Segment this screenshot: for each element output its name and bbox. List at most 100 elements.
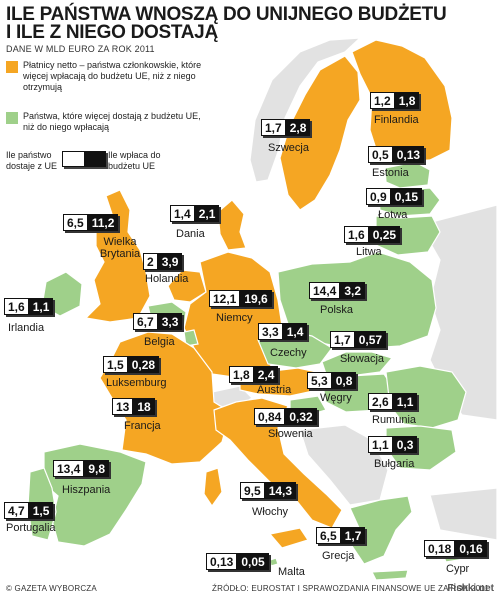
romania-values: 2,6 1,1 xyxy=(368,393,418,410)
netherlands-values: 2 3,9 xyxy=(143,253,183,270)
sardinia-shape xyxy=(203,467,223,508)
netherlands-name: Holandia xyxy=(145,273,189,285)
netherlands-receives: 2 xyxy=(143,253,158,270)
legend-example-left-text: Ile państwo dostaje z UE xyxy=(6,150,58,171)
bulgaria-receives: 1,1 xyxy=(368,436,393,453)
ireland-values: 1,6 1,1 xyxy=(4,298,54,315)
sweden-values: 1,7 2,8 xyxy=(261,119,311,136)
belgium-name: Belgia xyxy=(144,336,175,348)
cyprus-pays: 0,16 xyxy=(455,540,487,557)
denmark-receives: 1,4 xyxy=(170,205,195,222)
legend-net-receivers-text: Państwa, które więcej dostają z budżetu … xyxy=(23,111,201,132)
page-title-line2: I ILE Z NIEGO DOSTAJĄ xyxy=(6,22,218,43)
romania-pays: 1,1 xyxy=(392,393,418,410)
slovenia-receives: 0,84 xyxy=(254,408,286,425)
ireland-pays: 1,1 xyxy=(28,298,54,315)
luxembourg-name: Luksemburg xyxy=(106,377,167,389)
portugal-pays: 1,5 xyxy=(28,502,54,519)
greece-pays: 1,7 xyxy=(340,527,366,544)
denmark-shape xyxy=(217,199,247,251)
estonia-name: Estonia xyxy=(372,167,409,179)
france-values: 13 18 xyxy=(112,398,155,415)
spain-receives: 13,4 xyxy=(53,460,85,477)
bulgaria-values: 1,1 0,3 xyxy=(368,436,418,453)
romania-name: Rumunia xyxy=(372,414,417,426)
finland-pays: 1,8 xyxy=(394,92,420,109)
poland-pays: 3,2 xyxy=(340,282,366,299)
latvia-name: Łotwa xyxy=(378,209,408,221)
germany-pays: 19,6 xyxy=(240,290,272,307)
latvia-receives: 0,9 xyxy=(366,188,391,205)
germany-receives: 12,1 xyxy=(209,290,241,307)
germany-values: 12,1 19,6 xyxy=(209,290,272,307)
page-title: ILE PAŃSTWA WNOSZĄ DO UNIJNEGO BUDŻETU xyxy=(6,4,447,25)
lithuania-values: 1,6 0,25 xyxy=(344,226,401,243)
slovakia-name: Słowacja xyxy=(340,353,385,365)
cyprus-name: Cypr xyxy=(446,563,470,575)
czechia-name: Czechy xyxy=(270,347,307,359)
austria-pays: 2,4 xyxy=(253,366,279,383)
spain-name: Hiszpania xyxy=(62,484,111,496)
ireland-receives: 1,6 xyxy=(4,298,29,315)
austria-values: 1,8 2,4 xyxy=(229,366,279,383)
sweden-shape xyxy=(279,55,361,211)
hungary-receives: 5,3 xyxy=(307,372,332,389)
sweden-name: Szwecja xyxy=(268,142,309,154)
greece-name: Grecja xyxy=(322,550,355,562)
slovenia-name: Słowenia xyxy=(268,428,313,440)
france-pays: 18 xyxy=(133,398,155,415)
luxembourg-shape xyxy=(183,329,199,347)
denmark-pays: 2,1 xyxy=(194,205,220,222)
cyprus-values: 0,18 0,16 xyxy=(424,540,487,557)
legend-example-white xyxy=(63,152,84,166)
uk-receives: 6,5 xyxy=(63,214,88,231)
czechia-pays: 1,4 xyxy=(282,323,308,340)
portugal-values: 4,7 1,5 xyxy=(4,502,54,519)
italy-receives: 9,5 xyxy=(240,482,265,499)
legend-example-right-text: Ile wpłaca do budżetu UE xyxy=(108,150,161,171)
italy-shape xyxy=(213,397,343,529)
malta-values: 0,13 0,05 xyxy=(206,553,269,570)
lithuania-shape xyxy=(375,215,441,256)
sicily-shape xyxy=(268,527,309,549)
malta-receives: 0,13 xyxy=(206,553,238,570)
greece-values: 6,5 1,7 xyxy=(316,527,366,544)
norway-shape xyxy=(249,37,362,183)
legend-example-black xyxy=(84,152,105,166)
spain-values: 13,4 9,8 xyxy=(53,460,110,477)
luxembourg-values: 1,5 0,28 xyxy=(103,356,160,373)
footer-source: ŹRÓDŁO: EUROSTAT I SPRAWOZDANIA FINANSOW… xyxy=(212,584,490,593)
crete-shape xyxy=(371,569,409,581)
uk-values: 6,5 11,2 xyxy=(63,214,119,231)
luxembourg-receives: 1,5 xyxy=(103,356,128,373)
germany-name: Niemcy xyxy=(216,312,253,324)
malta-shape xyxy=(269,557,279,567)
cyprus-receives: 0,18 xyxy=(424,540,456,557)
slovenia-values: 0,84 0,32 xyxy=(254,408,317,425)
czechia-values: 3,3 1,4 xyxy=(258,323,308,340)
sweden-pays: 2,8 xyxy=(285,119,311,136)
poland-name: Polska xyxy=(320,304,354,316)
latvia-pays: 0,15 xyxy=(390,188,423,205)
austria-name: Austria xyxy=(257,384,292,396)
latvia-values: 0,9 0,15 xyxy=(366,188,423,205)
sweden-receives: 1,7 xyxy=(261,119,286,136)
page-subtitle: DANE W MLD EURO ZA ROK 2011 xyxy=(6,44,155,54)
watermark: Fishki.net xyxy=(447,583,494,594)
slovakia-pays: 0,57 xyxy=(354,331,387,348)
footer-credit: © GAZETA WYBORCZA xyxy=(6,584,97,593)
uk-name: Wielka Brytania xyxy=(99,236,141,260)
hungary-pays: 0,8 xyxy=(331,372,357,389)
italy-pays: 14,3 xyxy=(264,482,297,499)
bulgaria-pays: 0,3 xyxy=(392,436,418,453)
portugal-receives: 4,7 xyxy=(4,502,29,519)
romania-shape xyxy=(385,365,467,429)
denmark-name: Dania xyxy=(176,228,205,240)
finland-name: Finlandia xyxy=(374,114,419,126)
poland-receives: 14,4 xyxy=(309,282,341,299)
denmark-values: 1,4 2,1 xyxy=(170,205,220,222)
france-receives: 13 xyxy=(112,398,134,415)
netherlands-pays: 3,9 xyxy=(157,253,183,270)
legend-net-payers-text: Płatnicy netto – państwa członkowskie, k… xyxy=(23,60,202,92)
